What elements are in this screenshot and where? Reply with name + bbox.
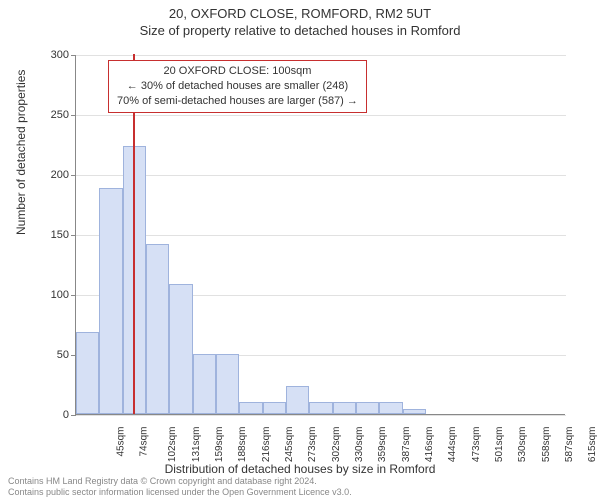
xtick-label: 558sqm xyxy=(541,427,552,463)
xtick-label: 387sqm xyxy=(401,427,412,463)
histogram-bar xyxy=(216,354,239,414)
annotation-box: 20 OXFORD CLOSE: 100sqm ← 30% of detache… xyxy=(108,60,367,113)
ytick-label: 150 xyxy=(29,229,69,241)
histogram-bar xyxy=(356,402,379,414)
xtick-label: 45sqm xyxy=(115,427,126,457)
ytick-mark xyxy=(71,415,76,416)
footer-attribution: Contains HM Land Registry data © Crown c… xyxy=(8,476,352,498)
xtick-label: 501sqm xyxy=(494,427,505,463)
xtick-label: 102sqm xyxy=(167,427,178,463)
histogram-bar xyxy=(146,244,169,414)
xtick-label: 273sqm xyxy=(307,427,318,463)
histogram-bar xyxy=(193,354,216,414)
xtick-label: 587sqm xyxy=(564,427,575,463)
histogram-bar xyxy=(169,284,192,414)
xtick-label: 245sqm xyxy=(284,427,295,463)
ytick-mark xyxy=(71,235,76,236)
gridline xyxy=(76,55,566,56)
gridline xyxy=(76,175,566,176)
ytick-label: 250 xyxy=(29,109,69,121)
annotation-line-2: ← 30% of detached houses are smaller (24… xyxy=(117,79,358,94)
title-sub: Size of property relative to detached ho… xyxy=(0,23,600,38)
histogram-bar xyxy=(309,402,332,414)
xtick-label: 188sqm xyxy=(237,427,248,463)
ytick-label: 100 xyxy=(29,289,69,301)
annotation-line-1: 20 OXFORD CLOSE: 100sqm xyxy=(117,64,358,79)
histogram-bar xyxy=(403,409,426,414)
xtick-label: 444sqm xyxy=(447,427,458,463)
histogram-bar xyxy=(99,188,122,414)
histogram-bar xyxy=(76,332,99,414)
histogram-bar xyxy=(379,402,402,414)
xtick-label: 159sqm xyxy=(214,427,225,463)
gridline xyxy=(76,115,566,116)
xtick-label: 216sqm xyxy=(261,427,272,463)
x-axis-label: Distribution of detached houses by size … xyxy=(0,462,600,476)
xtick-label: 74sqm xyxy=(139,427,150,457)
gridline xyxy=(76,415,566,416)
footer-line-2: Contains public sector information licen… xyxy=(8,487,352,498)
xtick-label: 302sqm xyxy=(331,427,342,463)
ytick-mark xyxy=(71,115,76,116)
y-axis-label: Number of detached properties xyxy=(14,70,28,235)
xtick-label: 330sqm xyxy=(354,427,365,463)
histogram-bar xyxy=(263,402,286,414)
xtick-label: 530sqm xyxy=(517,427,528,463)
ytick-mark xyxy=(71,295,76,296)
ytick-label: 300 xyxy=(29,49,69,61)
xtick-label: 131sqm xyxy=(191,427,202,463)
title-main: 20, OXFORD CLOSE, ROMFORD, RM2 5UT xyxy=(0,6,600,21)
ytick-mark xyxy=(71,55,76,56)
footer-line-1: Contains HM Land Registry data © Crown c… xyxy=(8,476,352,487)
histogram-bar xyxy=(333,402,356,414)
ytick-mark xyxy=(71,175,76,176)
histogram-bar xyxy=(286,386,309,414)
xtick-label: 473sqm xyxy=(471,427,482,463)
ytick-label: 0 xyxy=(29,409,69,421)
chart-titles: 20, OXFORD CLOSE, ROMFORD, RM2 5UT Size … xyxy=(0,0,600,38)
xtick-label: 359sqm xyxy=(377,427,388,463)
xtick-label: 416sqm xyxy=(424,427,435,463)
ytick-label: 200 xyxy=(29,169,69,181)
gridline xyxy=(76,235,566,236)
histogram-bar xyxy=(239,402,262,414)
xtick-label: 615sqm xyxy=(587,427,598,463)
ytick-label: 50 xyxy=(29,349,69,361)
annotation-line-3: 70% of semi-detached houses are larger (… xyxy=(117,94,358,109)
